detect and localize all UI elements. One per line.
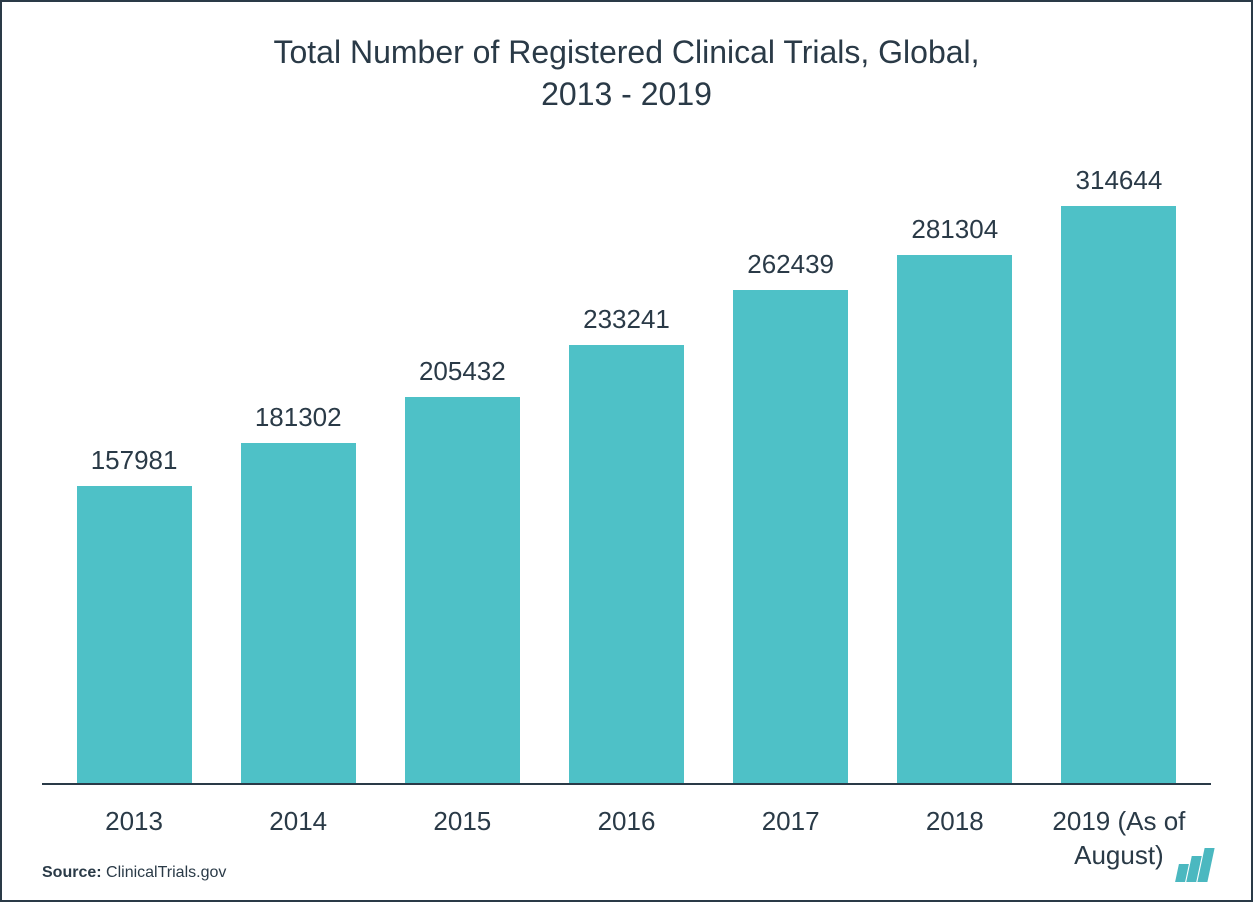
bar-value-label: 314644: [1076, 165, 1163, 196]
bar: [897, 255, 1012, 784]
source-label: Source:: [42, 864, 102, 881]
logo-bar: [1197, 848, 1214, 882]
source-value: ClinicalTrials.gov: [106, 864, 226, 881]
bar: [569, 345, 684, 783]
bar-group: 233241: [544, 165, 708, 783]
bar: [405, 397, 520, 783]
chart-container: Total Number of Registered Clinical Tria…: [0, 0, 1253, 902]
bar-group: 314644: [1037, 165, 1201, 783]
bar-group: 157981: [52, 165, 216, 783]
bar: [1061, 206, 1176, 783]
chart-title: Total Number of Registered Clinical Tria…: [42, 32, 1211, 115]
chart-footer: Source: ClinicalTrials.gov: [42, 848, 1211, 882]
bar-value-label: 181302: [255, 402, 342, 433]
bar: [241, 443, 356, 784]
bar-group: 281304: [873, 165, 1037, 783]
bar: [733, 290, 848, 783]
title-line-2: 2013 - 2019: [541, 76, 712, 112]
bar-group: 262439: [709, 165, 873, 783]
bar-value-label: 157981: [91, 445, 178, 476]
bar-value-label: 205432: [419, 356, 506, 387]
brand-logo-icon: [1177, 848, 1211, 882]
bar: [77, 486, 192, 783]
bar-value-label: 262439: [747, 249, 834, 280]
bar-group: 181302: [216, 165, 380, 783]
plot-area: 157981 181302 205432 233241 262439 281304 3146…: [42, 165, 1211, 785]
bar-value-label: 281304: [911, 214, 998, 245]
source-citation: Source: ClinicalTrials.gov: [42, 864, 226, 882]
title-line-1: Total Number of Registered Clinical Tria…: [273, 34, 979, 70]
bar-value-label: 233241: [583, 304, 670, 335]
bar-group: 205432: [380, 165, 544, 783]
